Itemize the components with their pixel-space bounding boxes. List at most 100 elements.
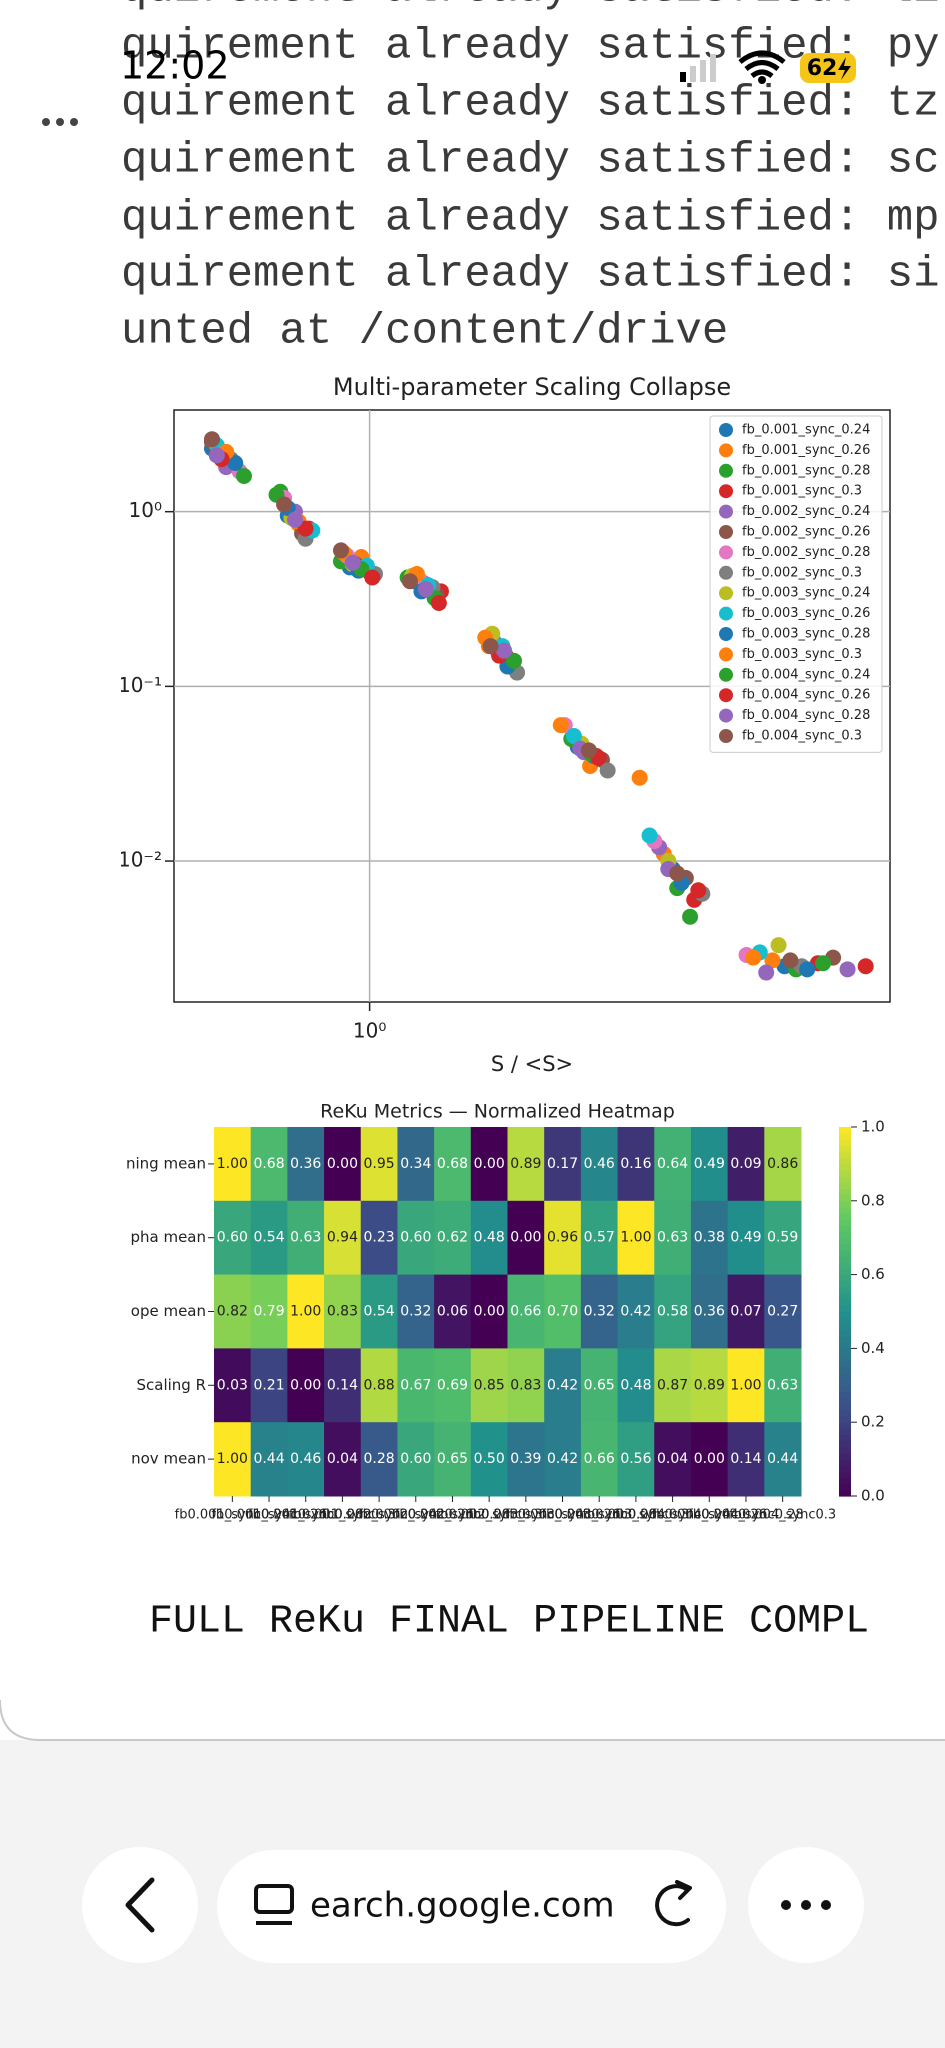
colorbar-segment	[839, 1422, 851, 1429]
colorbar-segment	[839, 1446, 851, 1454]
menu-dot[interactable]	[70, 118, 78, 126]
more-dot	[781, 1900, 791, 1910]
url-bar[interactable]	[217, 1850, 726, 1963]
cell-label: 0.96	[547, 1230, 578, 1246]
cell-label: 0.00	[510, 1230, 541, 1246]
cell-label: 0.59	[767, 1230, 798, 1246]
legend-label: fb_0.001_sync_0.26	[742, 443, 870, 458]
heatmap-cell	[287, 1127, 325, 1202]
heatmap-cell	[617, 1274, 655, 1349]
column-label: fb0.004_sync0.24	[615, 1508, 730, 1523]
column-label: fb0.004_sync0.28	[688, 1508, 803, 1523]
reload-icon[interactable]	[655, 1884, 690, 1927]
console-line: quirement already satisfied: li	[121, 0, 940, 15]
colorbar-segment	[839, 1385, 851, 1393]
x-tick-label: 10⁰	[353, 1019, 386, 1043]
colorbar-segment	[839, 1182, 851, 1190]
heatmap-cell	[690, 1422, 729, 1497]
legend-marker	[719, 443, 733, 458]
heatmap-cell	[287, 1348, 325, 1423]
colorbar-segment	[839, 1317, 851, 1325]
cell-label: 0.67	[400, 1377, 431, 1393]
colorbar-segment	[839, 1311, 851, 1319]
legend-marker	[719, 627, 733, 641]
colorbar-segment	[839, 1360, 851, 1368]
colorbar-segment	[839, 1256, 851, 1263]
console-line: quirement already satisfied: mp	[121, 194, 940, 244]
cell-label: 0.60	[217, 1230, 248, 1246]
heatmap-cell	[764, 1200, 802, 1276]
menu-dot[interactable]	[56, 118, 64, 126]
cell-label: 0.79	[253, 1304, 284, 1320]
cell-label: 0.94	[327, 1230, 358, 1246]
notebook-output: quirement already satisfied: li quirement…	[118, 0, 940, 1645]
output-menu[interactable]	[42, 118, 78, 126]
cell-label: 0.82	[217, 1304, 248, 1320]
scatter-point	[599, 762, 616, 779]
legend-label: fb_0.001_sync_0.24	[742, 423, 870, 438]
colorbar-segment	[839, 1262, 851, 1270]
cell-label: 0.62	[437, 1230, 468, 1246]
heatmap-cell	[544, 1200, 582, 1276]
heatmap-cell	[397, 1422, 435, 1497]
cell-label: 0.07	[730, 1304, 761, 1320]
column-label: fb0.003_sync0.26	[505, 1508, 620, 1523]
colorbar-segment	[839, 1286, 851, 1294]
colorbar-segment	[839, 1170, 851, 1177]
cell-label: 0.44	[253, 1451, 284, 1467]
scatter-point	[580, 742, 597, 759]
colorbar-label: 0.0	[861, 1487, 885, 1505]
heatmap-cell	[727, 1200, 765, 1276]
scatter-point	[758, 964, 775, 981]
legend-marker	[719, 606, 733, 621]
colorbar-segment	[839, 1157, 851, 1165]
colorbar-label: 0.8	[861, 1191, 885, 1209]
cell-label: 0.36	[694, 1304, 725, 1320]
heatmap-cell	[727, 1274, 765, 1349]
colorbar-segment	[839, 1477, 851, 1485]
colorbar-segment	[839, 1305, 851, 1313]
heatmap-cell	[397, 1127, 435, 1202]
heatmap-cell	[287, 1274, 325, 1349]
menu-dot[interactable]	[42, 118, 50, 126]
cell-label: 0.38	[694, 1230, 725, 1246]
colorbar-segment	[839, 1434, 851, 1442]
cell-label: 0.04	[657, 1451, 688, 1467]
cell-label: 0.17	[547, 1156, 578, 1172]
heatmap-cell	[654, 1422, 692, 1497]
cell-label: 0.46	[584, 1156, 615, 1172]
scatter-point	[782, 952, 799, 969]
colorbar-segment	[839, 1409, 851, 1417]
legend-label: fb_0.003_sync_0.3	[742, 647, 862, 662]
colorbar-segment	[839, 1225, 851, 1233]
scatter-point	[276, 496, 293, 513]
chart-title: ReKu Metrics — Normalized Heatmap	[320, 1101, 675, 1123]
heatmap-cell	[507, 1200, 545, 1276]
y-tick-label: 10⁻²	[118, 848, 162, 872]
cell-label: 1.00	[217, 1451, 248, 1467]
row-label: Scaling R	[136, 1376, 206, 1394]
colorbar-segment	[839, 1151, 851, 1159]
heatmap-cell	[397, 1348, 435, 1423]
cell-label: 0.49	[694, 1156, 725, 1172]
legend-label: fb_0.002_sync_0.26	[742, 525, 870, 540]
colorbar-segment	[839, 1391, 851, 1399]
heatmap-cell	[580, 1274, 619, 1349]
console-line: FULL ReKu FINAL PIPELINE COMPL	[149, 1600, 869, 1645]
x-axis-label: S / <S>	[491, 1052, 573, 1076]
clock: 12:02	[120, 44, 230, 88]
heatmap-cell	[764, 1274, 802, 1349]
scatter-point	[227, 454, 244, 471]
cell-label: 0.95	[364, 1156, 395, 1172]
cell-label: 0.14	[327, 1377, 358, 1393]
legend-label: fb_0.001_sync_0.28	[742, 463, 870, 478]
scatter-point	[496, 642, 513, 659]
heatmap-cell	[324, 1348, 362, 1423]
legend-marker	[719, 463, 733, 478]
back-button[interactable]	[82, 1847, 198, 1963]
url-text[interactable]: earch.google.com	[310, 1886, 615, 1926]
heatmap-cell	[250, 1348, 288, 1423]
heatmap-cell	[287, 1422, 325, 1497]
colorbar-segment	[839, 1299, 851, 1306]
